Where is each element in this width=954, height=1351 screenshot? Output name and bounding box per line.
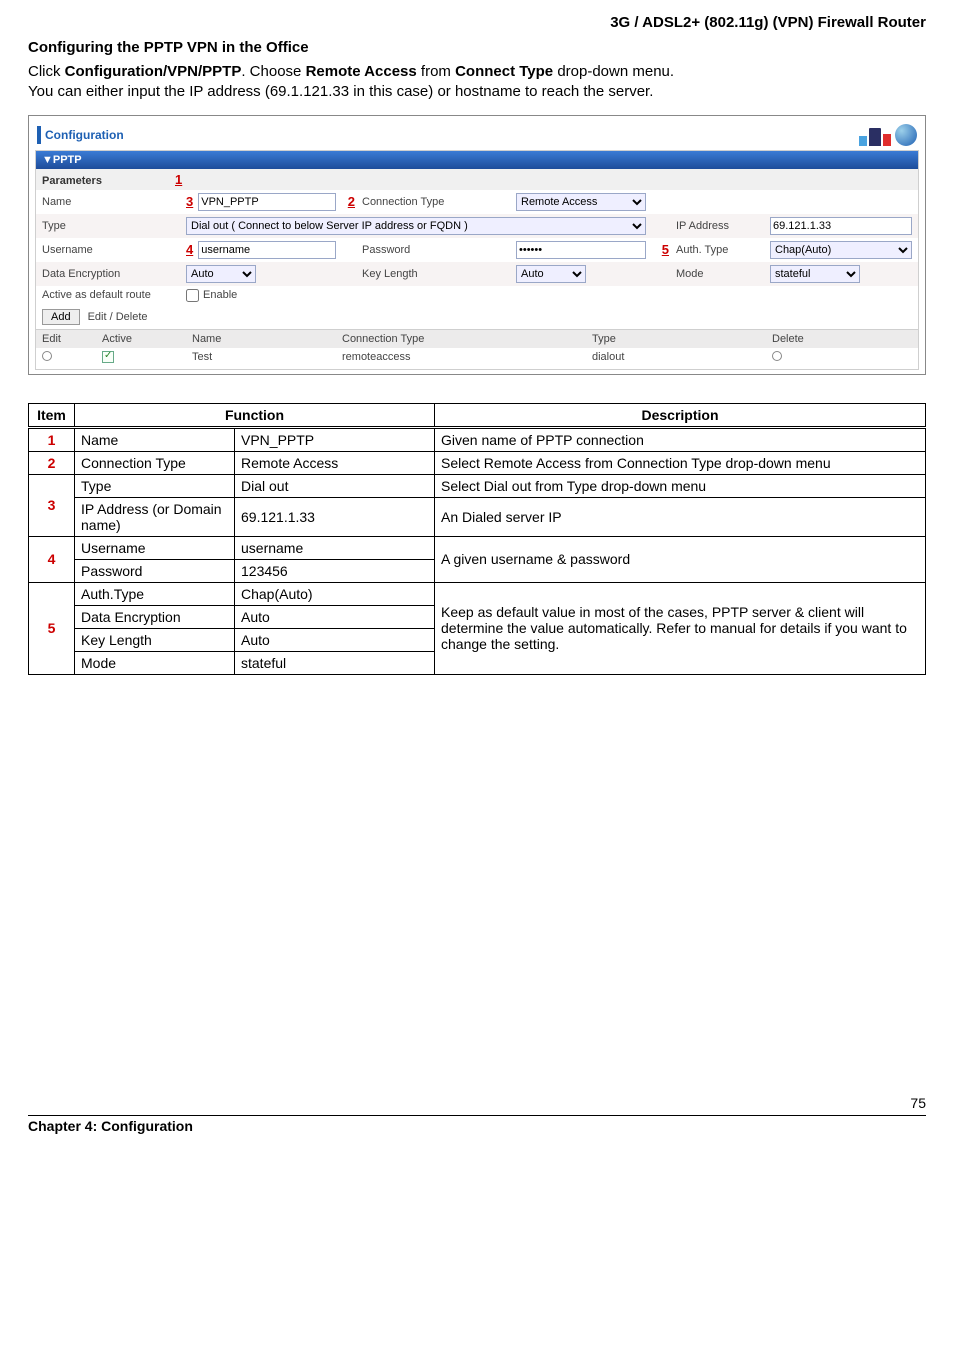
fn-right: VPN_PPTP xyxy=(235,427,435,451)
screenshot-panel: Configuration ▼PPTP Parameters 1 Name 3 … xyxy=(28,115,926,375)
label-type: Type xyxy=(42,220,182,232)
fn-right: 69.121.1.33 xyxy=(235,497,435,536)
row-type: dialout xyxy=(592,351,772,366)
bold: Configuration/VPN/PPTP xyxy=(65,63,242,80)
desc: Given name of PPTP connection xyxy=(435,427,926,451)
desc: A given username & password xyxy=(435,536,926,582)
row-conn: remoteaccess xyxy=(342,351,592,366)
t: from xyxy=(417,63,455,80)
delete-radio[interactable] xyxy=(772,351,782,361)
body-text: Click Configuration/VPN/PPTP. Choose Rem… xyxy=(28,62,926,103)
add-button[interactable]: Add xyxy=(42,309,80,325)
th-function: Function xyxy=(75,403,435,427)
label-auth: Auth. Type xyxy=(676,244,766,256)
list-row: Test remoteaccess dialout xyxy=(36,348,918,369)
fn-left: Name xyxy=(75,427,235,451)
label-name: Name xyxy=(42,196,182,208)
desc: An Dialed server IP xyxy=(435,497,926,536)
desc: Select Remote Access from Connection Typ… xyxy=(435,451,926,474)
brand-logo xyxy=(859,124,917,146)
page-number: 75 xyxy=(28,1095,926,1111)
section-title: Configuring the PPTP VPN in the Office xyxy=(28,39,926,56)
connection-type-select[interactable]: Remote Access xyxy=(516,193,646,211)
product-title: 3G / ADSL2+ (802.11g) (VPN) Firewall Rou… xyxy=(28,14,926,31)
mode-select[interactable]: stateful xyxy=(770,265,860,283)
fn-right: stateful xyxy=(235,651,435,674)
configuration-label: Configuration xyxy=(45,128,124,142)
marker-5: 5 xyxy=(650,242,672,257)
th-desc: Description xyxy=(435,403,926,427)
edit-radio[interactable] xyxy=(42,351,52,361)
fn-left: Connection Type xyxy=(75,451,235,474)
fn-left: Key Length xyxy=(75,628,235,651)
label-ip: IP Address xyxy=(676,220,766,232)
fn-right: 123456 xyxy=(235,559,435,582)
item-num: 2 xyxy=(29,451,75,474)
fn-left: Auth.Type xyxy=(75,582,235,605)
parameters-header: Parameters 1 xyxy=(36,169,918,190)
label-conn-type: Connection Type xyxy=(362,196,512,208)
label-de: Data Encryption xyxy=(42,268,182,280)
enable-label: Enable xyxy=(203,289,237,301)
label-username: Username xyxy=(42,244,182,256)
fn-left: Data Encryption xyxy=(75,605,235,628)
enable-checkbox[interactable] xyxy=(186,289,199,302)
pptp-section-header[interactable]: ▼PPTP xyxy=(36,151,918,169)
label-mode: Mode xyxy=(676,268,766,280)
marker-2: 2 xyxy=(340,194,358,209)
de-select[interactable]: Auto xyxy=(186,265,256,283)
fn-left: IP Address (or Domain name) xyxy=(75,497,235,536)
item-num: 3 xyxy=(29,474,75,536)
t: . Choose xyxy=(241,63,305,80)
fn-right: Dial out xyxy=(235,474,435,497)
t: Click xyxy=(28,63,65,80)
bold: Remote Access xyxy=(306,63,417,80)
type-select[interactable]: Dial out ( Connect to below Server IP ad… xyxy=(186,217,646,235)
desc: Select Dial out from Type drop-down menu xyxy=(435,474,926,497)
row-name: Test xyxy=(192,351,342,366)
label-password: Password xyxy=(362,244,512,256)
fn-right: Auto xyxy=(235,628,435,651)
fn-left: Type xyxy=(75,474,235,497)
description-table: Item Function Description 1 Name VPN_PPT… xyxy=(28,403,926,675)
fn-right: Auto xyxy=(235,605,435,628)
item-num: 4 xyxy=(29,536,75,582)
t: You can either input the IP address (69.… xyxy=(28,83,653,100)
vertical-bar-icon xyxy=(37,126,41,144)
fn-right: Remote Access xyxy=(235,451,435,474)
edit-delete-label: Edit / Delete xyxy=(88,311,148,323)
fn-left: Password xyxy=(75,559,235,582)
desc: Keep as default value in most of the cas… xyxy=(435,582,926,674)
label-adr: Active as default route xyxy=(42,289,182,301)
fn-left: Username xyxy=(75,536,235,559)
marker-3: 3 xyxy=(186,194,196,209)
marker-1: 1 xyxy=(175,172,185,187)
password-input[interactable] xyxy=(516,241,646,259)
auth-select[interactable]: Chap(Auto) xyxy=(770,241,912,259)
fn-right: Chap(Auto) xyxy=(235,582,435,605)
bold: Connect Type xyxy=(455,63,553,80)
key-select[interactable]: Auto xyxy=(516,265,586,283)
marker-4: 4 xyxy=(186,242,196,257)
item-num: 5 xyxy=(29,582,75,674)
username-input[interactable] xyxy=(198,241,336,259)
t: drop-down menu. xyxy=(553,63,674,80)
label-key: Key Length xyxy=(362,268,512,280)
ip-input[interactable] xyxy=(770,217,912,235)
name-input[interactable] xyxy=(198,193,336,211)
active-checkbox[interactable] xyxy=(102,351,114,363)
th-item: Item xyxy=(29,403,75,427)
list-header: Edit Active Name Connection Type Type De… xyxy=(36,330,918,348)
item-num: 1 xyxy=(29,427,75,451)
chapter-label: Chapter 4: Configuration xyxy=(28,1116,926,1134)
fn-left: Mode xyxy=(75,651,235,674)
fn-right: username xyxy=(235,536,435,559)
